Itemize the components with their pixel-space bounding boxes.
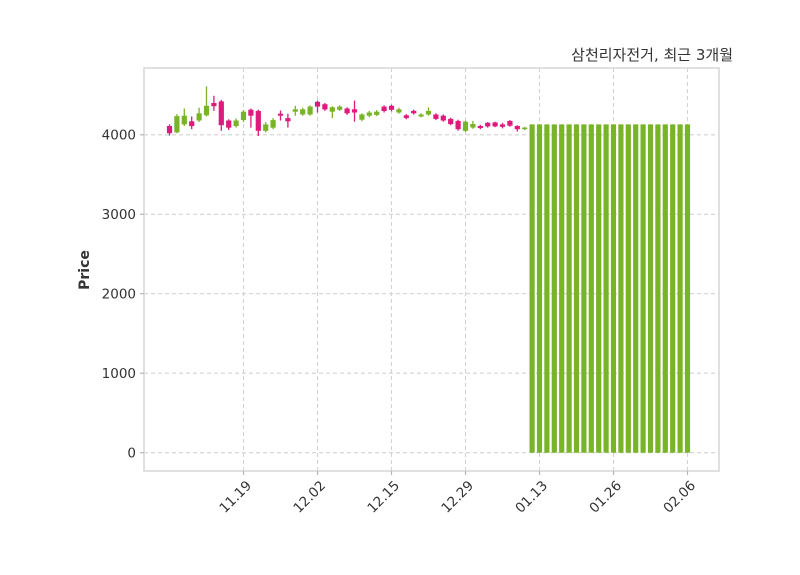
- candle-body: [514, 126, 520, 130]
- candle-body: [581, 124, 587, 453]
- y-tick-label: 2000: [102, 287, 136, 303]
- candle-body: [181, 115, 187, 125]
- chart-title: 삼천리자전거, 최근 3개월: [571, 46, 733, 64]
- candle-body: [411, 110, 417, 114]
- candle-body: [270, 120, 276, 128]
- candle-body: [566, 124, 572, 453]
- candle-body: [307, 106, 313, 115]
- candle-body: [588, 124, 594, 453]
- candle-body: [522, 127, 528, 130]
- candle-body: [285, 118, 291, 122]
- candle-body: [603, 124, 609, 453]
- candle-body: [551, 124, 557, 453]
- candle-body: [684, 124, 691, 453]
- y-tick-label: 0: [127, 446, 136, 462]
- candle-body: [596, 124, 602, 453]
- candle-body: [477, 126, 483, 128]
- x-tick-label: 12.02: [290, 478, 329, 517]
- candle-body: [351, 109, 358, 113]
- candle-body: [433, 114, 439, 119]
- candle-body: [226, 120, 232, 128]
- candle-body: [647, 124, 654, 453]
- candle-body: [203, 105, 210, 116]
- candle-body: [314, 101, 321, 107]
- candle-body: [374, 111, 380, 115]
- candle-body: [492, 122, 498, 127]
- plot-frame: [143, 67, 720, 472]
- candle-body: [573, 124, 580, 453]
- y-tick-label: 1000: [102, 366, 136, 382]
- candle-body: [344, 108, 350, 114]
- x-tick-label: 02.06: [660, 478, 699, 517]
- candle-body: [189, 121, 195, 127]
- candle-body: [359, 114, 365, 120]
- candle-body: [499, 124, 506, 127]
- candle-body: [263, 124, 269, 131]
- candle-body: [381, 106, 387, 111]
- candle-body: [529, 124, 535, 453]
- candle-body: [174, 116, 180, 133]
- y-tick-label: 3000: [102, 207, 136, 223]
- candle-body: [470, 124, 476, 128]
- candle-body: [248, 109, 254, 116]
- x-tick-label: 12.29: [438, 478, 477, 517]
- candle-body: [329, 107, 335, 112]
- x-tick-label: 01.26: [586, 478, 625, 517]
- candle-body: [277, 113, 284, 116]
- candle-body: [455, 120, 461, 130]
- candle-body: [670, 124, 676, 453]
- candle-body: [388, 105, 395, 110]
- y-tick-label: 4000: [102, 128, 136, 144]
- candle-body: [448, 118, 454, 125]
- candle-body: [211, 103, 217, 107]
- candle-body: [677, 124, 683, 453]
- candle-body: [618, 124, 624, 453]
- candle-body: [559, 124, 565, 453]
- candle-body: [507, 120, 513, 126]
- candle-body: [418, 114, 424, 117]
- candle-body: [544, 124, 550, 453]
- candle-body: [655, 124, 661, 453]
- candle-body: [240, 111, 247, 120]
- x-tick-label: 12.15: [364, 478, 403, 517]
- candle-body: [337, 106, 343, 110]
- candle-body: [233, 120, 239, 127]
- candle-body: [485, 122, 491, 127]
- candle-body: [662, 124, 668, 453]
- y-axis-label: Price: [77, 250, 93, 290]
- candle-body: [536, 124, 543, 453]
- candle-body: [633, 124, 639, 453]
- candle-body: [292, 109, 298, 112]
- candle-body: [366, 112, 372, 116]
- candle-body: [640, 124, 646, 453]
- candle-body: [196, 113, 202, 121]
- candle-body: [425, 110, 432, 115]
- candle-body: [403, 115, 409, 119]
- candle-body: [625, 124, 631, 453]
- candle-body: [462, 121, 469, 131]
- candle-body: [255, 110, 261, 131]
- candle-body: [440, 115, 446, 121]
- candle-body: [218, 101, 224, 126]
- candle-body: [396, 109, 402, 113]
- x-tick-label: 01.13: [512, 478, 551, 517]
- candle-body: [610, 124, 617, 453]
- candle-body: [300, 109, 306, 115]
- x-tick-label: 11.19: [216, 478, 255, 517]
- candle-body: [322, 104, 328, 110]
- candle-body: [166, 126, 173, 134]
